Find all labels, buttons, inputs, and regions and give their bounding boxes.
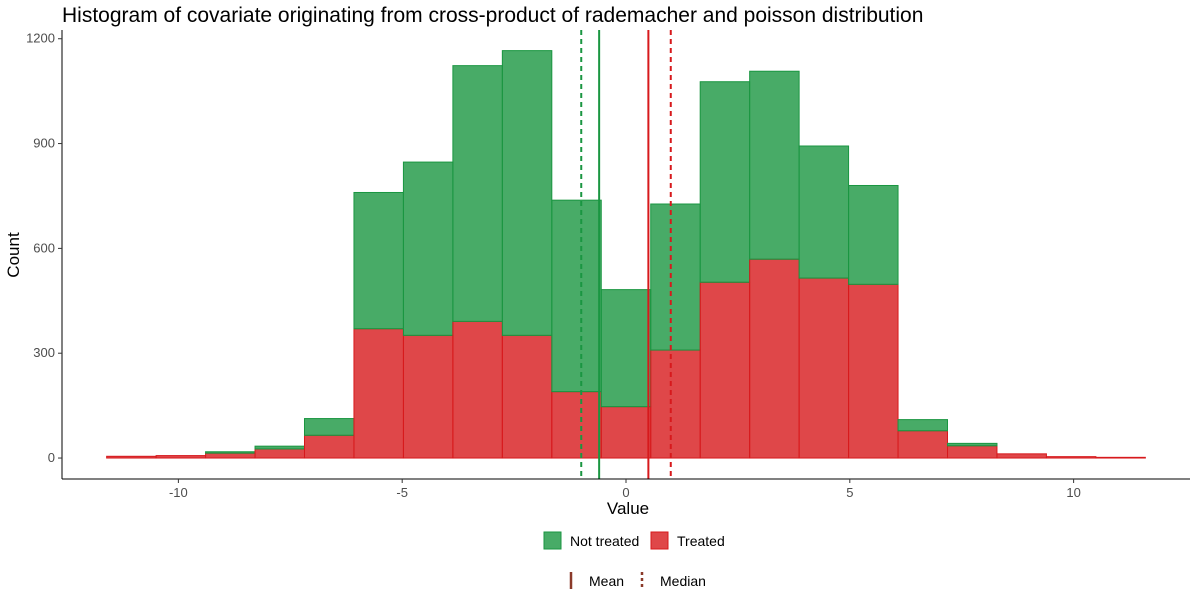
x-tick-label: -5: [396, 485, 408, 500]
bar-not-treated: [699, 81, 751, 283]
legend-key-swatch: [543, 531, 562, 550]
legend-label: Median: [660, 573, 706, 589]
bar-treated: [501, 334, 553, 459]
bar-not-treated: [402, 161, 454, 336]
bar-not-treated: [501, 50, 553, 336]
bar-not-treated: [254, 445, 305, 450]
bar-not-treated: [650, 203, 701, 351]
x-tick-label: 5: [846, 485, 853, 500]
bar-treated: [848, 283, 899, 459]
bar-treated: [106, 455, 157, 459]
legend-fill-group: Not treated Treated: [543, 531, 725, 550]
bar-not-treated: [303, 418, 355, 436]
bar-treated: [996, 453, 1047, 459]
y-tick-label: 1200: [26, 31, 55, 46]
bar-treated: [254, 448, 305, 459]
bar-treated: [897, 430, 949, 459]
bar-not-treated: [452, 65, 503, 322]
bar-treated: [353, 328, 404, 459]
bar-treated: [600, 406, 652, 459]
bar-treated: [402, 334, 454, 459]
bar-treated: [798, 277, 850, 459]
bar-treated: [155, 455, 207, 459]
y-axis-title: Count: [4, 232, 23, 278]
y-axis-ticks: 0 300 600 900 1200: [26, 31, 62, 465]
legend-label: Treated: [677, 533, 725, 549]
bar-treated: [551, 391, 602, 459]
bar-treated: [650, 349, 701, 459]
bar-not-treated: [798, 145, 850, 279]
chart-title: Histogram of covariate originating from …: [62, 4, 923, 27]
bar-not-treated: [551, 199, 602, 393]
bar-treated: [1045, 456, 1097, 459]
x-tick-label: -10: [169, 485, 188, 500]
legend-label: Not treated: [570, 533, 639, 549]
bar-not-treated: [353, 191, 404, 330]
bar-treated: [452, 320, 503, 459]
bar-treated: [699, 281, 751, 459]
bar-not-treated: [749, 70, 800, 260]
x-axis-ticks: -10 -5 0 5 10: [169, 479, 1081, 500]
reference-lines-layer: [580, 30, 672, 479]
bar-not-treated: [600, 289, 652, 408]
bar-not-treated: [897, 419, 949, 432]
y-tick-label: 600: [33, 240, 55, 255]
bar-not-treated: [848, 184, 899, 285]
x-tick-label: 10: [1066, 485, 1080, 500]
legend-line-group: Mean Median: [569, 572, 706, 589]
x-axis-title: Value: [607, 499, 649, 518]
bar-not-treated: [947, 442, 998, 447]
bar-treated: [205, 452, 256, 459]
bar-treated: [947, 445, 998, 459]
legend-label: Mean: [589, 573, 624, 589]
bar-treated: [749, 258, 800, 459]
x-tick-label: 0: [622, 485, 629, 500]
legend-key-swatch: [650, 531, 669, 550]
bar-not-treated: [205, 451, 256, 454]
y-tick-label: 300: [33, 345, 55, 360]
bar-treated: [1095, 456, 1146, 459]
y-tick-label: 0: [48, 450, 55, 465]
bar-treated: [303, 434, 355, 459]
bars-layer: [106, 50, 1146, 459]
y-tick-label: 900: [33, 136, 55, 151]
